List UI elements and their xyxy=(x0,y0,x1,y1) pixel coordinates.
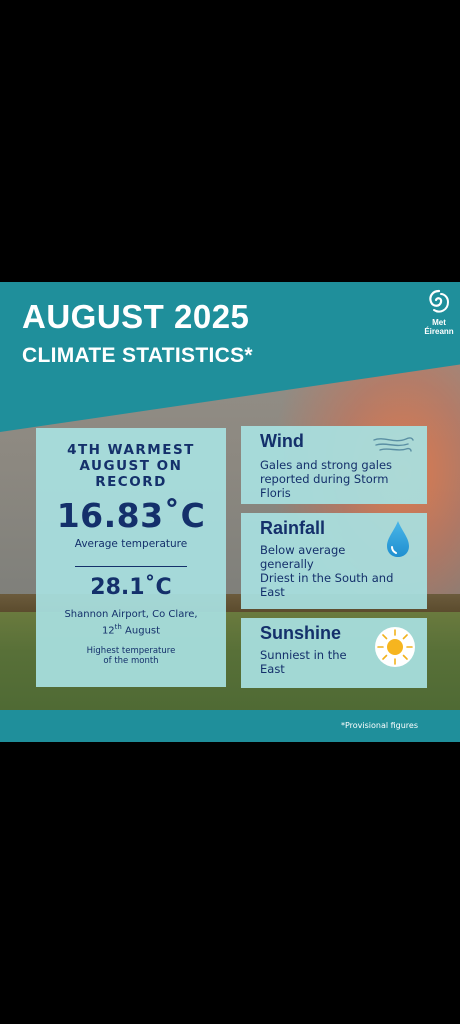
note-line-2: of the month xyxy=(103,656,159,667)
headline-line-2: AUGUST ON xyxy=(79,458,183,474)
record-headline: 4TH WARMEST AUGUST ON RECORD xyxy=(36,442,226,490)
sunshine-panel: Sunshine Sunniest in the East xyxy=(241,618,427,688)
page-subtitle: CLIMATE STATISTICS* xyxy=(22,344,253,367)
sunshine-line-2: East xyxy=(260,662,285,676)
sun-icon xyxy=(375,627,415,667)
date-day: 12 xyxy=(101,625,115,637)
footer-bar xyxy=(0,710,460,742)
swirl-logo-icon xyxy=(429,289,450,313)
rainfall-line-1: Below average xyxy=(260,543,346,557)
sunshine-title: Sunshine xyxy=(260,623,342,643)
date-month: August xyxy=(121,625,161,637)
rainfall-line-4: East xyxy=(260,585,285,599)
wind-line-2: reported during Storm xyxy=(260,472,389,486)
max-temperature-location: Shannon Airport, Co Clare, 12th August xyxy=(36,608,226,637)
headline-line-3: RECORD xyxy=(95,474,167,490)
wind-line-3: Floris xyxy=(260,486,291,500)
rainfall-line-3: Driest in the South and xyxy=(260,571,394,585)
met-eireann-logo: Met Éireann xyxy=(421,288,457,344)
rainfall-description: Below average generally Driest in the So… xyxy=(260,543,393,599)
wind-title: Wind xyxy=(260,431,304,451)
rainfall-panel: Rainfall Below average generally Driest … xyxy=(241,513,427,609)
max-temperature-value: 28.1˚C xyxy=(90,575,172,600)
page-title: AUGUST 2025 xyxy=(22,298,250,335)
date-text: 12th August xyxy=(36,621,226,637)
logo-text-met: Met xyxy=(432,318,446,327)
headline-line-1: 4TH WARMEST xyxy=(67,442,195,458)
rainfall-title: Rainfall xyxy=(260,518,326,538)
average-temperature-value: 16.83˚C xyxy=(56,496,206,535)
note-line-1: Highest temperature xyxy=(86,646,176,657)
date-suffix: th xyxy=(114,623,122,631)
sunshine-line-1: Sunniest in the xyxy=(260,648,347,662)
wind-description: Gales and strong gales reported during S… xyxy=(260,458,392,500)
wind-icon xyxy=(373,437,414,452)
max-temperature-note: Highest temperature of the month xyxy=(36,646,226,666)
location-text: Shannon Airport, Co Clare, xyxy=(64,609,198,620)
logo-text-eireann: Éireann xyxy=(424,327,454,336)
average-temperature-label: Average temperature xyxy=(74,538,188,550)
rainfall-line-2: generally xyxy=(260,557,314,571)
wind-line-1: Gales and strong gales xyxy=(260,458,393,472)
temperature-panel: 4TH WARMEST AUGUST ON RECORD 16.83˚C Ave… xyxy=(36,428,226,687)
climate-infographic: AUGUST 2025 CLIMATE STATISTICS* Met Éire… xyxy=(0,282,460,742)
provisional-footnote: *Provisional figures xyxy=(340,721,418,730)
sunshine-description: Sunniest in the East xyxy=(260,648,347,676)
wind-panel: Wind Gales and strong gales reported dur… xyxy=(241,426,427,504)
raindrop-icon xyxy=(387,521,409,557)
divider xyxy=(75,566,187,567)
